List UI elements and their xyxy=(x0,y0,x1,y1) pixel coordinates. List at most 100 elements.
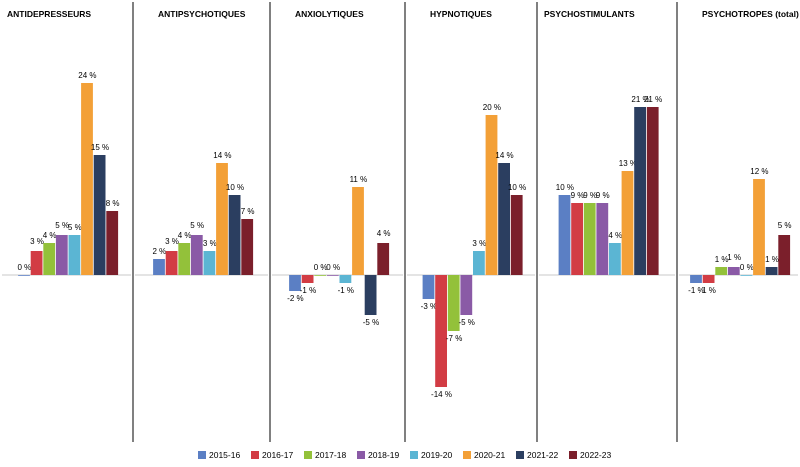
panel-dividers xyxy=(132,2,678,442)
legend-label: 2017-18 xyxy=(315,450,346,460)
data-label: 9 % xyxy=(596,191,610,200)
legend-item: 2021-22 xyxy=(516,450,558,460)
data-label: -5 % xyxy=(363,318,379,327)
bar-2020-21 xyxy=(81,83,93,275)
bar-2018-19 xyxy=(596,203,609,275)
bar-2019-20 xyxy=(68,235,81,275)
data-label: 3 % xyxy=(30,237,44,246)
data-label: 9 % xyxy=(583,191,597,200)
legend-item: 2015-16 xyxy=(198,450,240,460)
bar-2022-23 xyxy=(106,211,119,275)
legend-item: 2019-20 xyxy=(410,450,452,460)
data-label: 3 % xyxy=(472,239,486,248)
bar-2018-19 xyxy=(727,267,740,275)
bar-2020-21 xyxy=(621,171,634,275)
data-label: -1 % xyxy=(338,286,354,295)
legend-swatch xyxy=(357,451,365,459)
panel: PSYCHOTROPES (total)-1 %1 %1 %1 %0 %12 %… xyxy=(679,9,799,295)
data-label: 4 % xyxy=(178,231,192,240)
legend-label: 2015-16 xyxy=(209,450,240,460)
bar-2017-18 xyxy=(715,267,728,275)
bar-2022-23 xyxy=(241,219,254,275)
bar-2020-21 xyxy=(352,187,364,275)
legend-label: 2018-19 xyxy=(368,450,399,460)
data-label: 5 % xyxy=(55,221,69,230)
data-label: 8 % xyxy=(106,199,120,208)
data-label: 1 % xyxy=(715,255,729,264)
data-label: 10 % xyxy=(556,183,574,192)
bar-2021-22 xyxy=(228,195,241,275)
data-label: -14 % xyxy=(431,390,452,399)
bar-2020-21 xyxy=(216,163,228,275)
legend-swatch xyxy=(410,451,418,459)
data-label: 10 % xyxy=(508,183,526,192)
data-label: 4 % xyxy=(608,231,622,240)
bar-2019-20 xyxy=(473,251,485,275)
legend-item: 2016-17 xyxy=(251,450,293,460)
data-label: 1 % xyxy=(765,255,779,264)
bar-2016-17 xyxy=(702,275,715,283)
bar-2021-22 xyxy=(364,275,377,315)
legend-swatch xyxy=(198,451,206,459)
bar-2019-20 xyxy=(339,275,352,283)
bar-2020-21 xyxy=(753,179,765,275)
data-label: 21 % xyxy=(644,95,662,104)
data-label: 20 % xyxy=(483,103,501,112)
legend-swatch xyxy=(463,451,471,459)
legend-item: 2018-19 xyxy=(357,450,399,460)
legend-swatch xyxy=(569,451,577,459)
bar-2017-18 xyxy=(43,243,56,275)
bar-2018-19 xyxy=(460,275,473,315)
panel-title: ANTIPSYCHOTIQUES xyxy=(158,9,246,19)
legend-swatch xyxy=(304,451,312,459)
legend-label: 2020-21 xyxy=(474,450,505,460)
bar-2022-23 xyxy=(510,195,523,275)
data-label: -3 % xyxy=(421,302,437,311)
legend: 2015-16 2016-17 2017-18 2018-19 2019-20 2020-… xyxy=(198,450,611,460)
bar-2016-17 xyxy=(30,251,43,275)
data-label: 9 % xyxy=(571,191,585,200)
bar-2015-16 xyxy=(289,275,301,291)
bar-2019-20 xyxy=(609,243,621,275)
data-label: -1 % xyxy=(300,286,316,295)
bar-2016-17 xyxy=(571,203,583,275)
panel-title: ANTIDEPRESSEURS xyxy=(7,9,91,19)
legend-item: 2022-23 xyxy=(569,450,611,460)
bar-2015-16 xyxy=(18,275,30,276)
panel: HYPNOTIQUES -3 % -14 % -7 % -5 % 3 % 20 % 14 % 1… xyxy=(407,9,535,399)
bar-2018-19 xyxy=(55,235,68,275)
panel: ANXIOLYTIQUES-2 %-1 %0 %0 %-1 %11 %-5 %4… xyxy=(272,9,403,327)
bar-2022-23 xyxy=(646,107,659,275)
legend-item: 2017-18 xyxy=(304,450,346,460)
bar-2021-22 xyxy=(765,267,778,275)
bar-2015-16 xyxy=(558,195,571,275)
legend-label: 2019-20 xyxy=(421,450,452,460)
data-label: 21 % xyxy=(631,95,649,104)
data-label: 0 % xyxy=(18,263,32,272)
bar-2021-22 xyxy=(498,163,510,275)
bar-2020-21 xyxy=(485,115,498,275)
data-label: 1 % xyxy=(702,286,716,295)
data-label: 5 % xyxy=(190,221,204,230)
data-label: 11 % xyxy=(350,175,368,184)
data-label: 14 % xyxy=(213,151,231,160)
data-label: 0 % xyxy=(326,263,340,272)
bar-2019-20 xyxy=(740,275,753,276)
legend-label: 2021-22 xyxy=(527,450,558,460)
data-label: -5 % xyxy=(458,318,474,327)
bar-2017-18 xyxy=(314,275,327,276)
legend-swatch xyxy=(516,451,524,459)
bar-2017-18 xyxy=(178,243,191,275)
bar-2019-20 xyxy=(203,251,216,275)
data-label: 3 % xyxy=(203,239,217,248)
data-label: -7 % xyxy=(446,334,462,343)
bar-2016-17 xyxy=(165,251,178,275)
data-label: 10 % xyxy=(226,183,244,192)
data-label: -1 % xyxy=(688,286,704,295)
data-label: 1 % xyxy=(727,253,741,262)
data-label: 5 % xyxy=(68,223,82,232)
data-label: 4 % xyxy=(43,231,57,240)
